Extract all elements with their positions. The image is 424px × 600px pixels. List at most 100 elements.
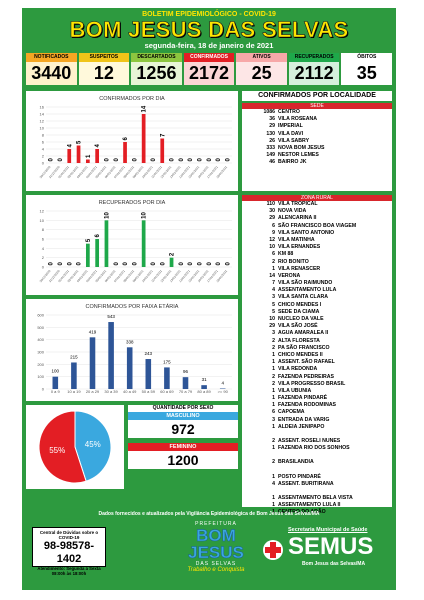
data-label: 0 xyxy=(151,158,157,162)
stat-descartados: DESCARTADOS 1256 xyxy=(131,53,182,85)
locality-count: 6 xyxy=(272,222,275,229)
locality-row: 3 AGUA AMARALEA II xyxy=(242,330,392,337)
locality-count: 1 xyxy=(272,473,275,480)
locality-count: 5 xyxy=(272,308,275,315)
bar xyxy=(85,243,90,267)
y-tick-label: 6 xyxy=(42,237,45,242)
bar xyxy=(71,362,77,389)
locality-name: VILA SABRY xyxy=(278,137,310,144)
locality-name: SÃO FRANCISCO BOA VIAGEM xyxy=(278,222,357,229)
age-group-panel: CONFIRMADOS POR FAIXA ETÁRIA 0 100 200 300 40… xyxy=(26,299,238,401)
locality-name: ASSENT. SÃO RAFAEL xyxy=(278,359,335,366)
y-tick-label: 14 xyxy=(40,112,45,117)
x-tick-label: 80 a 89 xyxy=(197,389,211,394)
data-label: 243 xyxy=(145,351,153,356)
data-label: 0 xyxy=(225,158,231,162)
bar xyxy=(164,367,170,389)
stats-row: NOTIFICADOS 3440 SUSPEITOS 12 DESCARTADOS 125… xyxy=(26,53,393,85)
y-tick-label: 12 xyxy=(40,119,45,124)
page-title: BOM JESUS DAS SELVAS xyxy=(69,17,349,42)
sede-list: 1086 CENTRO 36 VILA ROSEANA 29 IMPERIAL 130 VIL… xyxy=(242,109,392,167)
locality-name: NOVA BOM JESUS xyxy=(278,144,325,151)
semus-logo: Secretaria Municipal de Saúde SEMUS Bom … xyxy=(262,527,392,571)
y-tick-label: 16 xyxy=(40,105,45,110)
data-label: 0 xyxy=(225,262,231,266)
data-label: 0 xyxy=(160,262,166,266)
data-label: 0 xyxy=(207,262,213,266)
data-label: 0 xyxy=(58,262,64,266)
y-tick-label: 0 xyxy=(42,161,45,166)
locality-row: 10 VILA ERNANDES xyxy=(242,244,392,251)
pie-slice xyxy=(74,410,112,482)
locality-name: ENTRADA DA VARIG xyxy=(278,416,330,423)
locality-name: NUCLEO DA VALE xyxy=(278,316,324,322)
help-phone[interactable]: 98-98578-1402 xyxy=(43,540,95,565)
x-tick-label: 40 a 49 xyxy=(123,389,137,394)
stat-recuperados: RECUPERADOS 2112 xyxy=(288,53,340,85)
locality-count: 149 xyxy=(266,152,275,159)
locality-row: 5 SEDE DA CIAMA xyxy=(242,309,392,316)
locality-name: VILA RENASCER xyxy=(278,265,321,272)
data-label: 0 xyxy=(197,262,203,266)
sex-pie-panel: 45% 55% xyxy=(26,405,124,489)
pie-slice xyxy=(38,410,87,484)
locality-name: CHICO MENDES I xyxy=(278,301,322,308)
y-tick-label: 10 xyxy=(40,218,45,223)
locality-name: VILA ERNANDES xyxy=(278,244,321,251)
confirmed-per-day-chart: CONFIRMADOS POR DIA024681012141630/12/20… xyxy=(39,96,232,179)
locality-count: 2 xyxy=(272,344,275,351)
stat-label: ÓBITOS xyxy=(341,53,393,62)
locality-count: 1086 xyxy=(263,109,275,115)
locality-row: 5 CHICO MENDES I xyxy=(242,302,392,309)
male-label: MASCULINO xyxy=(128,412,238,420)
locality-name: VILA REDONDA xyxy=(278,366,318,373)
bar xyxy=(76,145,81,163)
locality-count: 2 xyxy=(272,258,275,265)
bulletin-label: BOLETIM EPIDEMIOLÓGICO - COVID-19 xyxy=(142,11,276,18)
bar xyxy=(52,376,59,389)
data-label: 0 xyxy=(104,158,110,162)
x-tick-label: 50 a 59 xyxy=(142,389,156,394)
x-tick-label: 20 a 29 xyxy=(86,389,100,394)
locality-count: 2 xyxy=(272,459,275,466)
bar xyxy=(108,322,114,389)
x-tick-label: 60 a 69 xyxy=(160,389,174,394)
locality-name: ASSENTAMENTO BELA VISTA xyxy=(278,494,353,501)
stat-label: SUSPEITOS xyxy=(78,53,130,62)
locality-row: 110 VILA TROPICAL xyxy=(242,201,392,208)
locality-count: 1 xyxy=(272,445,275,452)
locality-count: 130 xyxy=(266,130,275,137)
locality-row: 1 CHICO MENDES II xyxy=(242,352,392,359)
pref-sub: DAS SELVAS xyxy=(195,561,237,567)
data-label: 0 xyxy=(58,158,64,162)
locality-row: 149 NESTOR LEMES xyxy=(242,152,392,159)
pref-top: PREFEITURA xyxy=(195,521,237,527)
locality-name: NOVA VIDA xyxy=(278,208,307,215)
locality-name: VILA ROSEANA xyxy=(278,116,318,123)
locality-row: 4 ASSENTAMENTO LULA xyxy=(242,287,392,294)
y-tick-label: 12 xyxy=(40,209,45,214)
bar xyxy=(126,347,133,389)
locality-count: 12 xyxy=(269,236,275,243)
data-label: 0 xyxy=(188,158,194,162)
locality-row: 2 FAZENDA PEDREIRAS xyxy=(242,374,392,381)
locality-name: ALTA FLORESTA xyxy=(278,337,320,344)
stat-label: CONFIRMADOS xyxy=(183,53,235,62)
locality-name: ASSENT. ROSELI NUNES xyxy=(278,438,341,444)
locality-count: 2 xyxy=(272,337,275,344)
bar xyxy=(95,149,100,163)
locality-count: 36 xyxy=(269,116,275,123)
data-label: 0 xyxy=(188,262,194,266)
data-label: 419 xyxy=(89,329,97,334)
help-hours: 08:00h às 18:00h xyxy=(51,571,87,576)
locality-row: 4 ASSENT. BURITIRANA xyxy=(242,481,392,488)
locality-count: 1 xyxy=(272,366,275,373)
locality-sede-panel: SEDE 1086 CENTRO 36 VILA ROSEANA 29 IMPERIAL 1… xyxy=(242,103,392,191)
locality-name: VILA SANTA CLARA xyxy=(278,294,328,301)
x-tick-label: 70 a 79 xyxy=(179,389,193,394)
data-label: 0 xyxy=(114,262,120,266)
x-tick-label: >= 90 xyxy=(218,389,229,394)
locality-name: CENTRO xyxy=(278,109,300,115)
stat-value: 25 xyxy=(236,62,287,85)
locality-row: 2 VILA PROGRESSO BRASIL xyxy=(242,381,392,388)
